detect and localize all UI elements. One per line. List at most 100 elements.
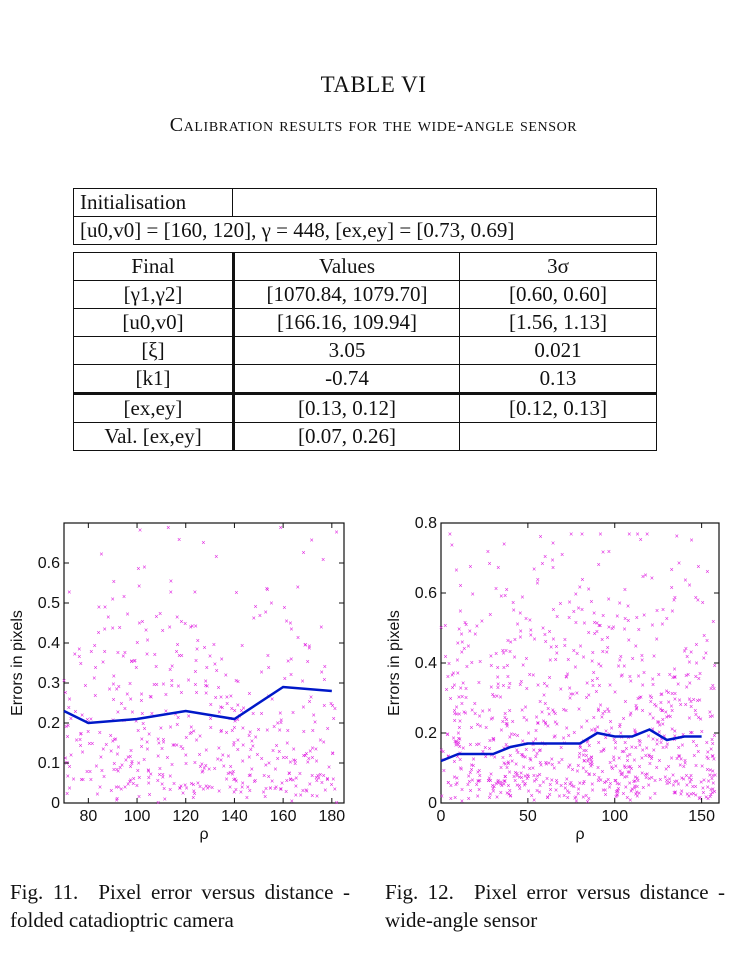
scatter-point: × <box>457 725 461 732</box>
scatter-point: × <box>520 775 524 782</box>
scatter-point: × <box>618 601 622 608</box>
scatter-point: × <box>464 622 468 629</box>
scatter-point: × <box>627 765 631 772</box>
scatter-point: × <box>618 658 622 665</box>
row-value: -0.74 <box>233 364 460 394</box>
scatter-point: × <box>250 766 254 773</box>
scatter-point: × <box>586 799 590 806</box>
scatter-point: × <box>226 753 230 760</box>
scatter-point: × <box>608 781 612 788</box>
scatter-point: × <box>590 659 594 666</box>
scatter-point: × <box>468 629 472 636</box>
scatter-point: × <box>585 681 589 688</box>
scatter-point: × <box>534 715 538 722</box>
scatter-point: × <box>710 776 714 783</box>
scatter-point: × <box>606 645 610 652</box>
scatter-point: × <box>134 665 138 672</box>
scatter-point: × <box>566 671 570 678</box>
scatter-point: × <box>614 740 618 747</box>
scatter-point: × <box>582 748 586 755</box>
scatter-point: × <box>495 693 499 700</box>
scatter-point: × <box>509 639 513 646</box>
scatter-point: × <box>680 743 684 750</box>
scatter-point: × <box>178 786 182 793</box>
scatter-point: × <box>708 714 712 721</box>
scatter-point: × <box>109 748 113 755</box>
x-tick-label: 100 <box>124 808 151 825</box>
scatter-point: × <box>673 733 677 740</box>
scatter-point: × <box>644 775 648 782</box>
scatter-point: × <box>627 638 631 645</box>
scatter-point: × <box>559 745 563 752</box>
scatter-point: × <box>489 717 493 724</box>
scatter-point: × <box>669 704 673 711</box>
scatter-point: × <box>103 649 107 656</box>
scatter-point: × <box>187 714 191 721</box>
scatter-point: × <box>126 782 130 789</box>
scatter-point: × <box>525 686 529 693</box>
scatter-point: × <box>673 779 677 786</box>
scatter-point: × <box>99 754 103 761</box>
scatter-point: × <box>529 758 533 765</box>
scatter-point: × <box>496 665 500 672</box>
scatter-point: × <box>112 697 116 704</box>
scatter-point: × <box>278 711 282 718</box>
scatter-point: × <box>467 796 471 803</box>
scatter-point: × <box>191 782 195 789</box>
scatter-point: × <box>633 775 637 782</box>
scatter-point: × <box>204 747 208 754</box>
scatter-point: × <box>533 637 537 644</box>
scatter-point: × <box>708 767 712 774</box>
scatter-point: × <box>543 742 547 749</box>
scatter-point: × <box>284 789 288 796</box>
scatter-point: × <box>496 781 500 788</box>
scatter-point: × <box>587 772 591 779</box>
scatter-point: × <box>504 742 508 749</box>
scatter-point: × <box>489 772 493 779</box>
scatter-point: × <box>266 653 270 660</box>
scatter-point: × <box>462 710 466 717</box>
scatter-point: × <box>306 659 310 666</box>
scatter-point: × <box>493 754 497 761</box>
scatter-point: × <box>554 657 558 664</box>
scatter-point: × <box>709 747 713 754</box>
scatter-point: × <box>201 769 205 776</box>
scatter-point: × <box>116 784 120 791</box>
scatter-point: × <box>270 696 274 703</box>
scatter-point: × <box>321 557 325 564</box>
scatter-point: × <box>620 770 624 777</box>
scatter-point: × <box>555 650 559 657</box>
scatter-point: × <box>488 792 492 799</box>
scatter-point: × <box>662 733 666 740</box>
scatter-point: × <box>689 649 693 656</box>
scatter-point: × <box>98 730 102 737</box>
scatter-point: × <box>446 731 450 738</box>
scatter-point: × <box>541 625 545 632</box>
scatter-point: × <box>671 675 675 682</box>
scatter-point: × <box>285 741 289 748</box>
scatter-point: × <box>455 704 459 711</box>
scatter-point: × <box>594 689 598 696</box>
scatter-point: × <box>689 699 693 706</box>
x-tick-label: 120 <box>172 808 199 825</box>
scatter-point: × <box>627 532 631 539</box>
scatter-point: × <box>640 708 644 715</box>
scatter-point: × <box>633 785 637 792</box>
scatter-point: × <box>471 763 475 770</box>
scatter-point: × <box>592 772 596 779</box>
scatter-point: × <box>601 649 605 656</box>
scatter-point: × <box>559 783 563 790</box>
scatter-point: × <box>532 748 536 755</box>
scatter-point: × <box>685 654 689 661</box>
scatter-point: × <box>246 785 250 792</box>
scatter-point: × <box>470 707 474 714</box>
scatter-point: × <box>456 670 460 677</box>
row-sigma: [1.56, 1.13] <box>459 308 657 337</box>
scatter-point: × <box>576 787 580 794</box>
scatter-point: × <box>687 696 691 703</box>
scatter-point: × <box>214 695 218 702</box>
scatter-point: × <box>492 737 496 744</box>
scatter-point: × <box>538 699 542 706</box>
scatter-point: × <box>587 772 591 779</box>
scatter-point: × <box>550 756 554 763</box>
